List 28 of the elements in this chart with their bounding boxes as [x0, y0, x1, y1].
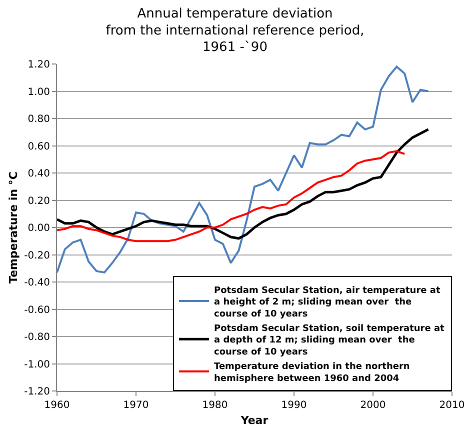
legend-label: Potsdam Secular Station, soil temperature at a depth of 12 m; sliding mean over the course of 10 years [214, 324, 446, 358]
y-tick-label: -1.20 [24, 386, 50, 398]
y-tick-label: -1.00 [24, 359, 50, 370]
legend-label: Temperature deviation in the northern hemisphere between 1960 and 2004 [214, 362, 410, 384]
x-tick-label: 1990 [281, 400, 307, 411]
y-tick-label: 1.00 [28, 86, 50, 98]
line-series [57, 66, 430, 274]
chart-title: Annual temperature deviation from the international reference period, 1961 -`90 [106, 6, 364, 56]
x-tick-label: 1980 [202, 400, 228, 411]
x-axis-title: Year [240, 414, 269, 428]
y-tick-label: -0.80 [24, 332, 50, 343]
x-tick-label: 1970 [123, 400, 149, 411]
y-tick-label: 0.40 [28, 168, 50, 180]
line-series [57, 150, 406, 242]
x-tick-label: 2010 [439, 400, 465, 411]
x-tick-label: 2000 [360, 400, 386, 411]
y-tick-label: -0.60 [24, 304, 50, 316]
y-tick-label: 0.80 [28, 114, 50, 125]
line-series [57, 128, 430, 240]
y-tick-label: 0.00 [28, 223, 50, 234]
y-axis-title: Temperature in °C [6, 172, 20, 284]
y-tick-label: 0.20 [28, 196, 50, 207]
y-tick-label: 1.20 [28, 60, 50, 70]
y-tick-label: -0.40 [24, 278, 50, 288]
y-tick-label: -0.20 [24, 250, 50, 262]
x-tick-label: 1960 [44, 400, 70, 411]
y-tick-label: 0.60 [28, 141, 50, 152]
legend-label: Potsdam Secular Station, air temperature at a height of 2 m; sliding mean over the course of 10 years [214, 286, 441, 320]
